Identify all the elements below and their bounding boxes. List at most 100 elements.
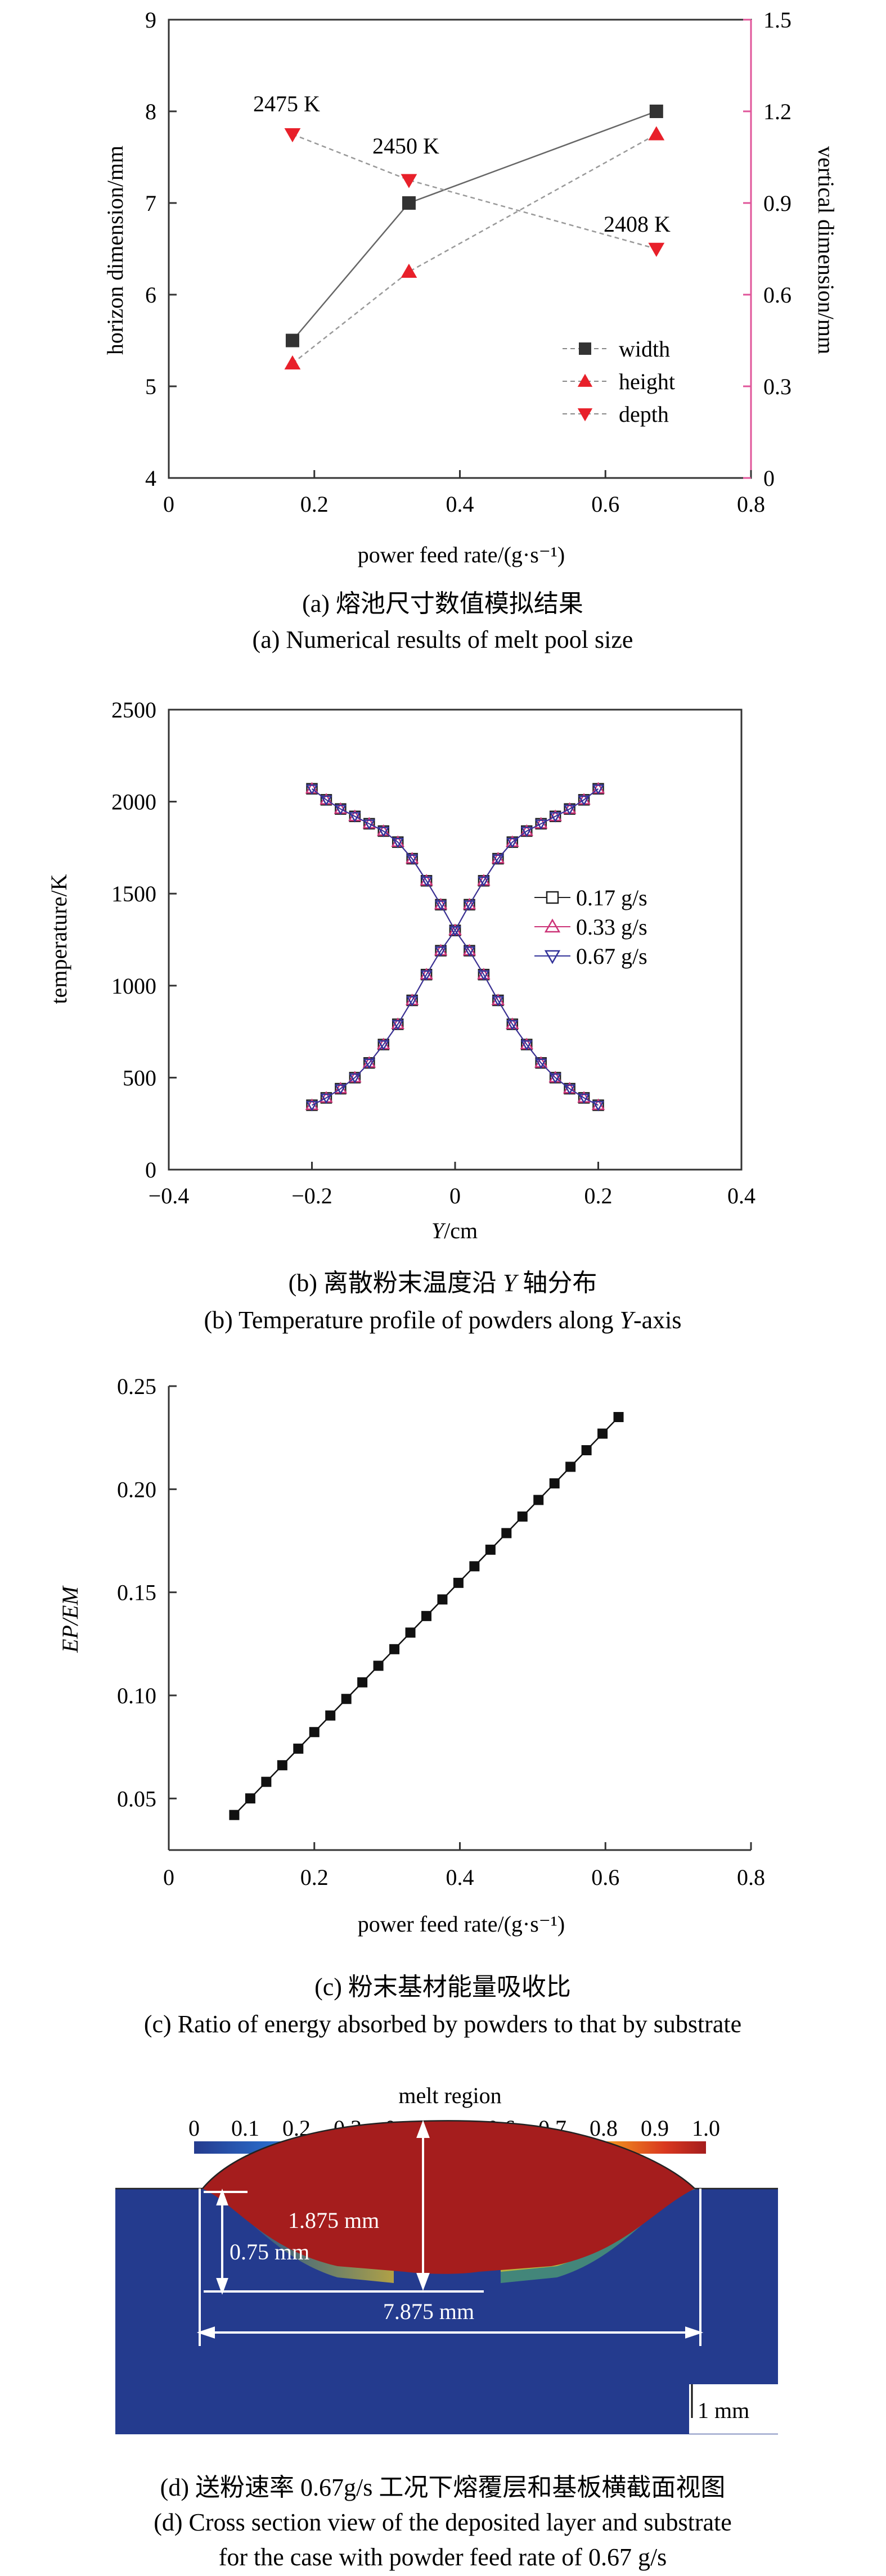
point <box>293 1743 304 1754</box>
height-dim-arrow-top <box>416 2120 430 2138</box>
panel-b-caption-cn: (b) 离散粉末温度沿 Y 轴分布 <box>289 1269 597 1297</box>
colorbar-tick-label: 0.9 <box>641 2115 669 2141</box>
y2-tick-label: 1.5 <box>763 7 791 33</box>
colorbar-title: melt region <box>398 2083 501 2108</box>
y2-tick-label: 0.6 <box>763 282 791 308</box>
x-tick-label: −0.4 <box>149 1183 190 1208</box>
panel-c: 0 0.2 0.4 0.6 0.8 0.05 0.10 0.15 0.20 0.25 EP/EM… <box>57 1374 765 2038</box>
panel-a-y-ticks: 4 5 6 7 8 9 <box>145 7 177 491</box>
series-line-width <box>291 110 657 341</box>
colorbar-tick-label: 1.0 <box>692 2115 720 2141</box>
width-dim-arrow-left <box>196 2326 215 2339</box>
point-height <box>284 355 301 370</box>
point-0.67 g/s <box>592 1100 605 1112</box>
y-tick-label: 0.25 <box>117 1374 156 1399</box>
point-depth <box>648 242 665 257</box>
y2-tick-label: 1.2 <box>763 99 791 124</box>
colorbar-tick-label: 0.1 <box>231 2115 259 2141</box>
panel-a-annotation-3: 2408 K <box>604 211 671 237</box>
width-dim-arrow-right <box>685 2326 704 2339</box>
melt-region-outline <box>202 2120 695 2189</box>
point <box>325 1710 336 1721</box>
point <box>581 1445 592 1455</box>
point-0.67 g/s <box>305 784 318 795</box>
point-width <box>402 196 416 210</box>
point <box>613 1412 624 1422</box>
x-tick-label: 0.8 <box>737 491 765 517</box>
y-tick-label: 5 <box>145 374 156 399</box>
y-tick-label: 6 <box>145 282 156 308</box>
x-tick-label: 0.6 <box>591 491 619 517</box>
dimension-annotations <box>196 2120 704 2346</box>
panel-b-x-ticks: −0.4 −0.2 0 0.2 0.4 <box>149 1162 755 1208</box>
series-line-height <box>292 133 657 364</box>
series-line-0.67 g/s-rising <box>312 788 599 1106</box>
point <box>533 1495 544 1505</box>
panel-c-y-ticks: 0.05 0.10 0.15 0.20 0.25 <box>117 1374 177 1811</box>
point <box>373 1661 384 1671</box>
point-0.67 g/s <box>349 1073 361 1084</box>
y2-tick-label: 0 <box>763 466 775 491</box>
point-0.67 g/s <box>434 900 447 911</box>
legend-marker-width <box>579 342 591 355</box>
x-tick-label: 0.6 <box>591 1865 619 1890</box>
x-tick-label: 0.2 <box>300 491 329 517</box>
point-0.67 g/s <box>478 970 490 981</box>
panel-a-series <box>284 105 665 370</box>
panel-a-caption-cn: (a) 熔池尺寸数值模拟结果 <box>302 590 583 617</box>
point-0.67 g/s <box>320 795 332 806</box>
melt-region-deposit <box>203 2121 695 2274</box>
point-0.67 g/s <box>420 970 433 981</box>
point <box>245 1793 255 1804</box>
point-0.67 g/s <box>406 996 419 1007</box>
scale-bar-label: 1 mm <box>698 2398 749 2423</box>
panel-b-y-ticks: 0 500 1000 1500 2000 2500 <box>111 697 177 1183</box>
x-tick-label: 0 <box>449 1183 461 1208</box>
width-dim-label: 7.875 mm <box>383 2299 474 2324</box>
y-tick-label: 0.20 <box>117 1477 156 1502</box>
point-depth <box>401 174 417 188</box>
point <box>357 1677 368 1688</box>
colorbar-tick-label: 0.8 <box>590 2115 618 2141</box>
point-0.67 g/s <box>592 784 605 795</box>
panel-c-y-axis-label: EP/EM <box>57 1585 83 1653</box>
point <box>501 1528 512 1539</box>
panel-b-plot-frame <box>168 709 743 1171</box>
point-width <box>285 333 299 348</box>
depth-dim-arrow-top <box>216 2189 228 2205</box>
panel-d-caption-en-line1: (d) Cross section view of the deposited … <box>154 2509 732 2536</box>
point <box>421 1610 431 1621</box>
series-line-0.33 g/s-falling <box>311 788 599 1106</box>
point-0.67 g/s <box>349 812 361 823</box>
x-tick-label: 0.2 <box>584 1183 613 1208</box>
legend-marker-height <box>577 373 593 387</box>
point-0.67 g/s <box>392 838 404 849</box>
point-0.67 g/s <box>334 1084 347 1095</box>
panel-c-series <box>229 1412 624 1820</box>
panel-b-y-axis-label: temperature/K <box>46 874 71 1004</box>
depth-dim-arrow-bottom <box>216 2278 228 2295</box>
point-0.67 g/s <box>463 900 476 911</box>
point-0.67 g/s <box>492 996 504 1007</box>
point <box>277 1760 287 1771</box>
point <box>597 1428 608 1439</box>
scale-bar-box <box>689 2384 779 2434</box>
legend-label-0.17 g/s: 0.17 g/s <box>576 885 647 910</box>
point-0.67 g/s <box>334 805 347 815</box>
x-tick-label: 0.4 <box>727 1183 755 1208</box>
point-0.67 g/s <box>406 854 419 865</box>
y-tick-label: 1500 <box>111 881 156 906</box>
y-tick-label: 1000 <box>111 973 156 999</box>
y-tick-label: 8 <box>145 99 156 124</box>
panel-a: 0 0.2 0.4 0.6 0.8 4 5 6 7 8 9 0 0.3 0.6 0.9 1.2 1.5 ho… <box>102 7 839 653</box>
point-0.67 g/s <box>449 926 461 937</box>
panel-a-x-axis-label: power feed rate/(g·s⁻¹) <box>358 542 565 567</box>
legend-marker-depth <box>577 408 593 422</box>
depth-dim-label: 0.75 mm <box>230 2239 309 2264</box>
point-0.67 g/s <box>549 812 561 823</box>
colorbar-tick-label: 0 <box>188 2115 200 2141</box>
point-0.67 g/s <box>564 1084 576 1095</box>
panel-d: melt region 00.10.20.30.40.50.60.70.80.9… <box>115 2083 779 2571</box>
panel-a-y-axis-label: horizon dimension/mm <box>102 146 128 355</box>
panel-a-annotation-2: 2450 K <box>372 133 439 159</box>
